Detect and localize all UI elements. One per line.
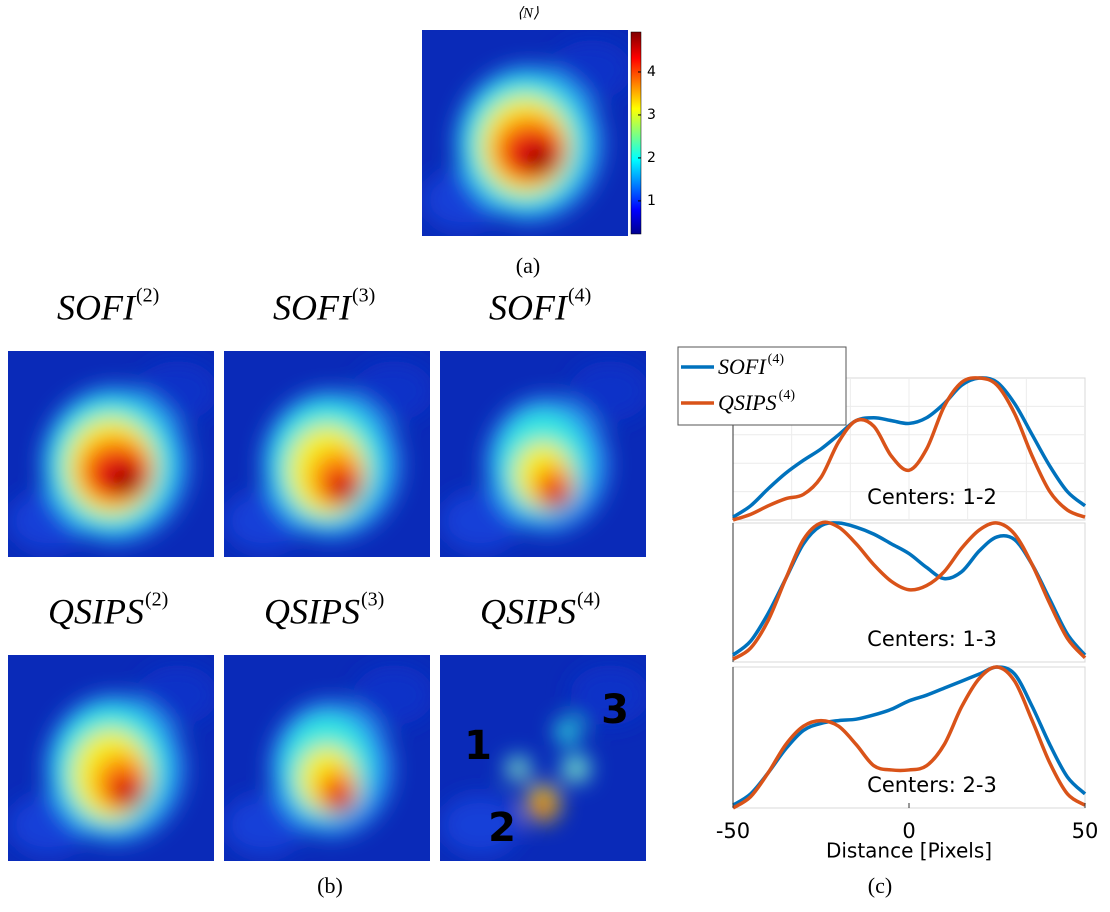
spot-label: 3 — [601, 687, 629, 733]
image-title-superscript: (2) — [145, 589, 168, 611]
colorbar-tick-label: 4 — [647, 64, 656, 80]
blob — [111, 468, 140, 493]
image-title-superscript: (3) — [361, 589, 384, 611]
blob — [525, 147, 554, 172]
annotation: Centers: 1-2 — [867, 485, 997, 509]
image-title-superscript: (3) — [352, 285, 375, 307]
annotation: Centers: 2-3 — [867, 773, 997, 797]
heatmap — [8, 351, 218, 557]
image-title-superscript: (2) — [136, 285, 159, 307]
colorbar-tick-label: 3 — [647, 107, 656, 123]
caption: (a) — [516, 253, 540, 278]
colorbar — [631, 32, 641, 234]
blob — [337, 483, 353, 499]
blob — [571, 765, 581, 775]
legend-label: SOFI — [718, 354, 767, 379]
heatmap — [224, 655, 434, 861]
heatmap — [440, 351, 650, 557]
heatmap — [422, 30, 632, 236]
image-title: QSIPS — [264, 591, 360, 631]
image-title: QSIPS — [480, 591, 576, 631]
x-tick-label: -50 — [716, 819, 750, 843]
blob — [533, 793, 554, 818]
heatmap — [8, 655, 218, 861]
colorbar-tick-label: 2 — [647, 150, 656, 166]
spot-label: 1 — [464, 723, 492, 769]
image-title: QSIPS — [48, 591, 144, 631]
image-title-superscript: (4) — [577, 589, 600, 611]
spot-label: 2 — [488, 805, 516, 851]
caption: (c) — [868, 873, 892, 898]
colorbar-tick-label: 1 — [647, 193, 656, 209]
x-axis-label: Distance [Pixels] — [826, 839, 992, 863]
blob — [555, 719, 580, 744]
x-tick-label: 50 — [1072, 819, 1099, 843]
figure: ⟨N⟩ (a) (b) (c) 1234SOFI(2)SOFI(3)SOFI(4… — [0, 0, 1110, 912]
image-title: SOFI — [273, 287, 353, 327]
caption: (b) — [317, 873, 343, 898]
image-title: SOFI — [57, 287, 137, 327]
legend-superscript: (4) — [768, 352, 785, 367]
legend-label: QSIPS — [718, 390, 777, 415]
annotation: Centers: 1-3 — [867, 627, 997, 651]
image-title: SOFI — [489, 287, 569, 327]
heatmap — [224, 351, 434, 557]
legend-superscript: (4) — [779, 388, 796, 403]
blob — [513, 765, 523, 775]
image-title-superscript: (4) — [568, 285, 591, 307]
blob — [121, 787, 137, 803]
blob — [335, 797, 347, 809]
blob — [551, 493, 563, 505]
panel-a-title: ⟨N⟩ — [517, 5, 539, 21]
